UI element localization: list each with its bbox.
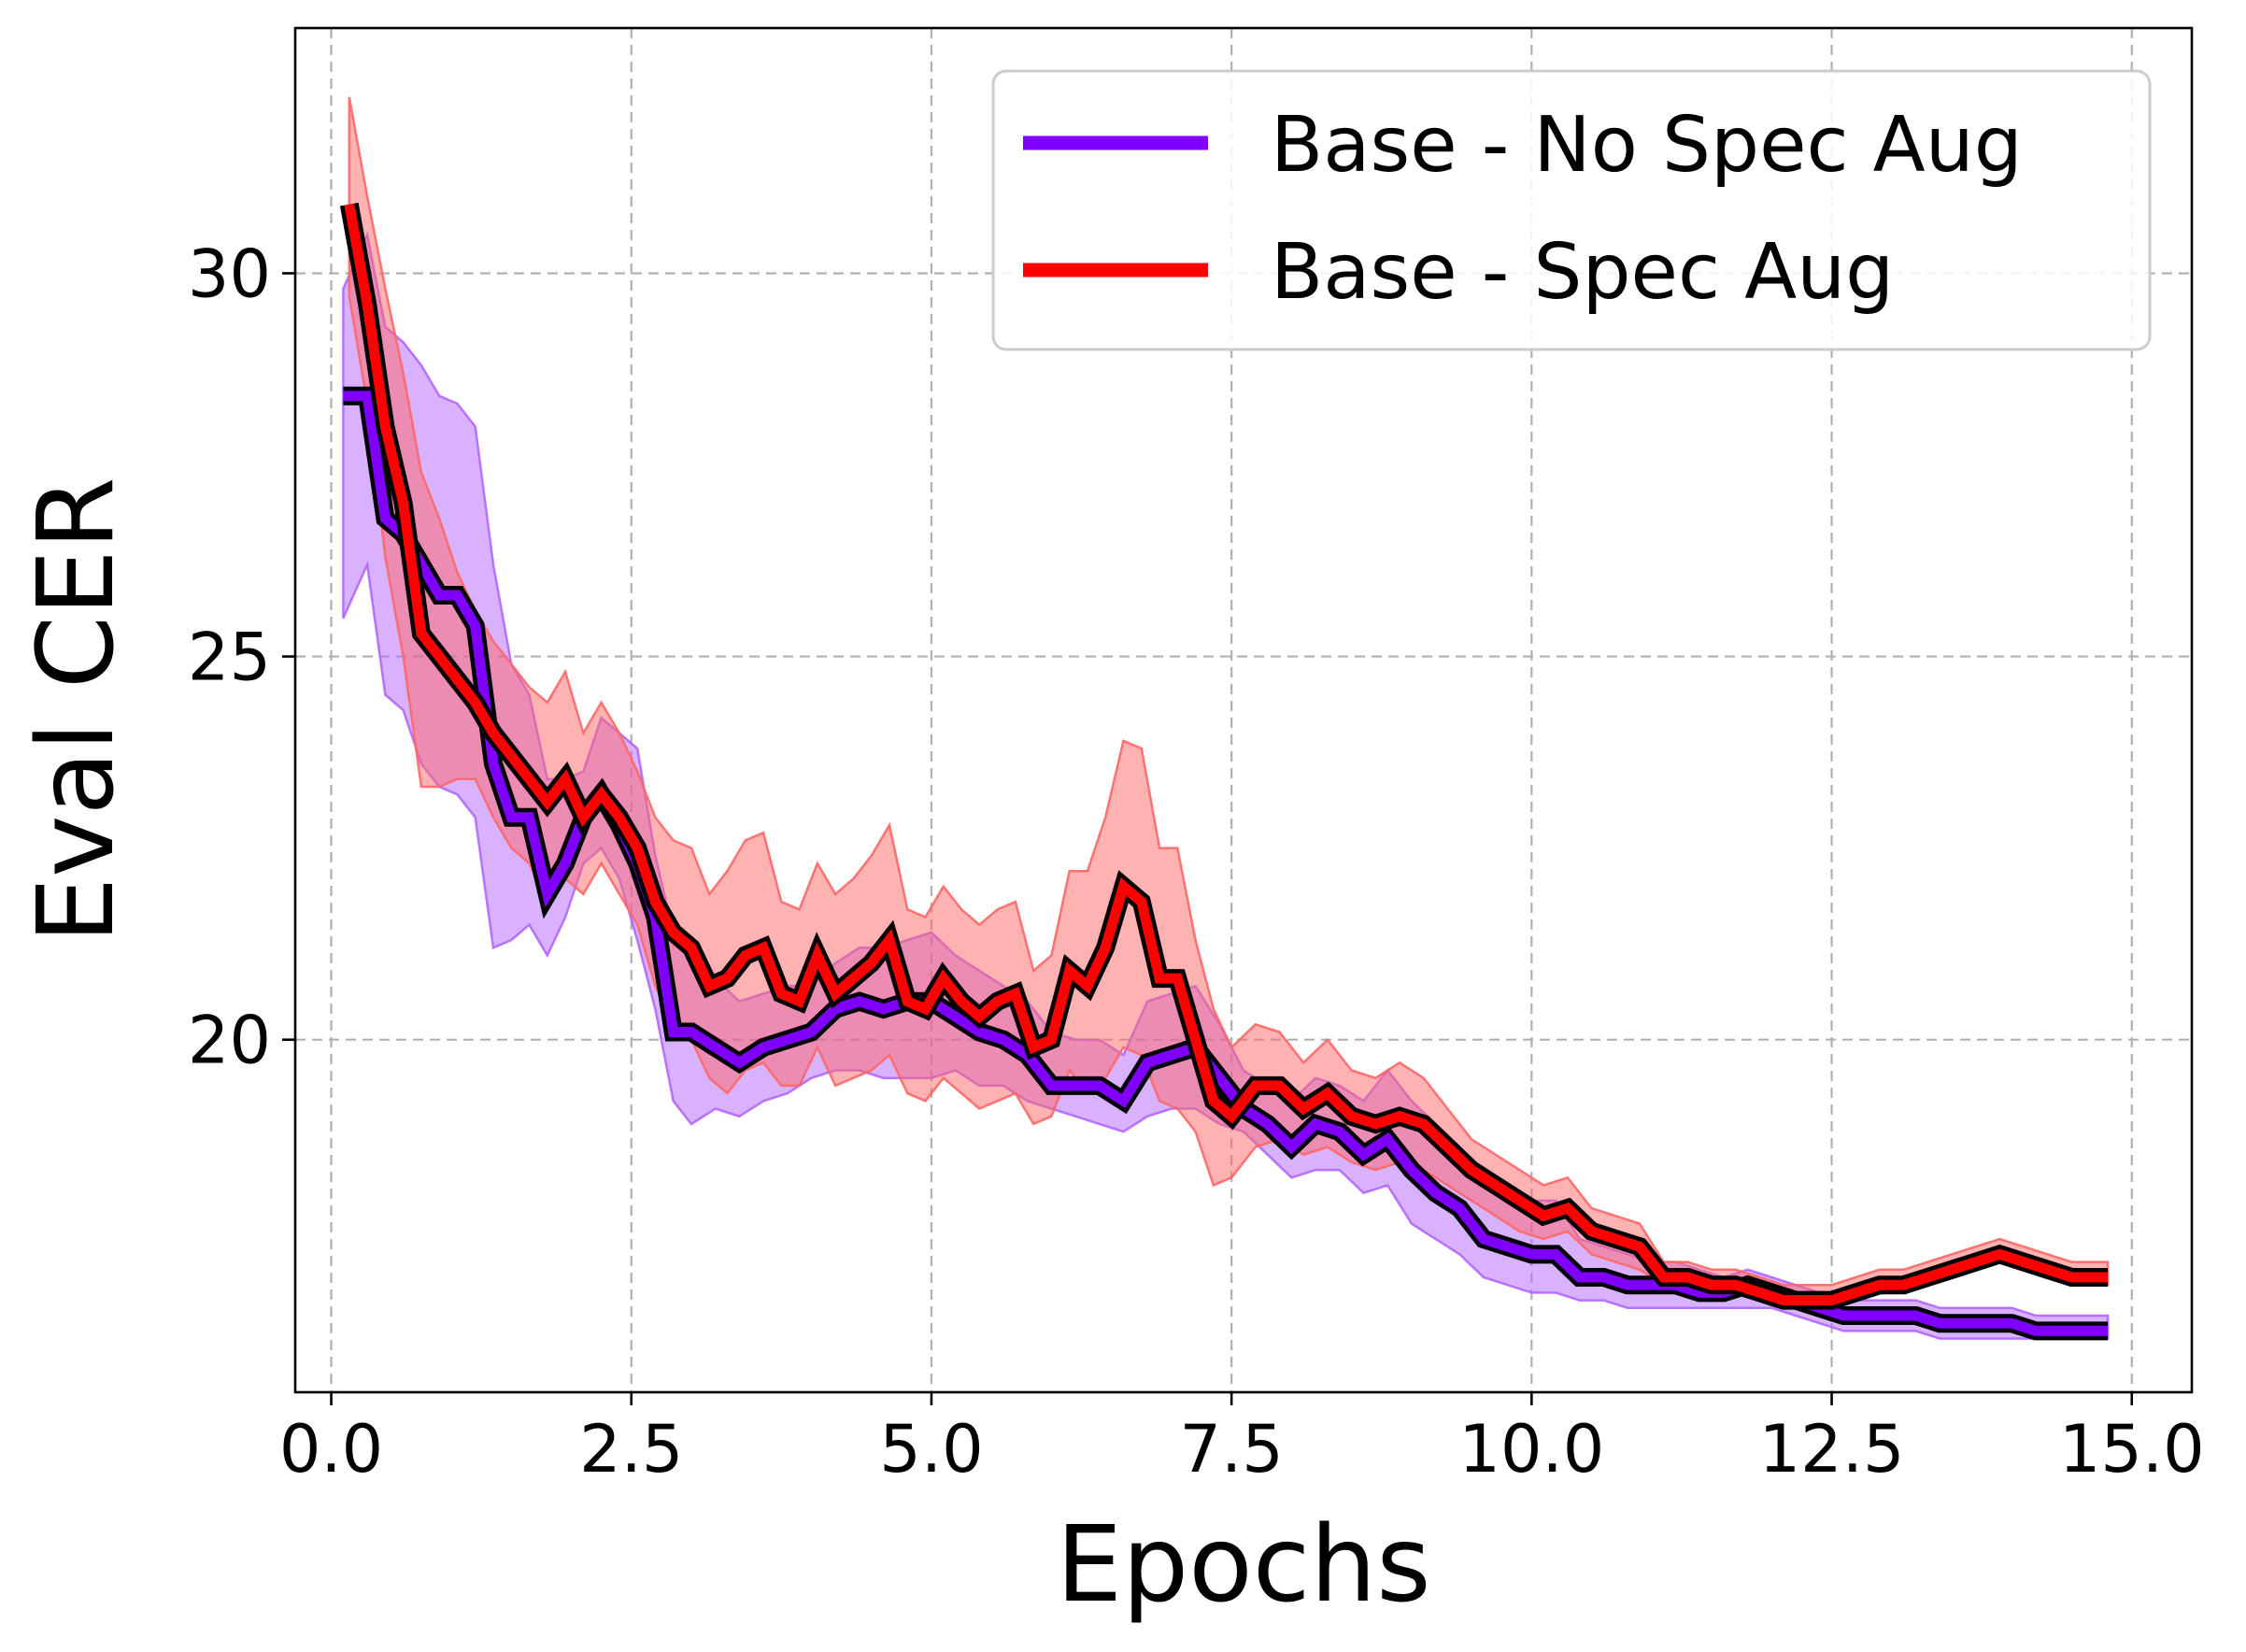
series-lines — [339, 202, 2109, 1341]
legend: Base - No Spec Aug Base - Spec Aug — [991, 69, 2152, 351]
y-tick-label: 20 — [188, 1003, 271, 1079]
legend-box — [991, 69, 2152, 351]
plot-frame — [293, 26, 2194, 1394]
x-tick-label: 5.0 — [879, 1411, 983, 1488]
x-tick-label: 10.0 — [1458, 1411, 1604, 1488]
y-tick-label: 30 — [188, 235, 271, 312]
y-tick-label: 25 — [188, 620, 271, 696]
x-tick-label: 15.0 — [2059, 1411, 2205, 1488]
x-tick-label: 7.5 — [1179, 1411, 1283, 1488]
y-axis: 20 25 30 — [188, 235, 295, 1079]
x-axis-title: Epochs — [1056, 1504, 1430, 1626]
legend-label-series-2: Base - Spec Aug — [1271, 228, 1894, 317]
legend-label-series-1: Base - No Spec Aug — [1271, 101, 2023, 190]
y-axis-title: Eval CER — [16, 477, 137, 943]
x-tick-label: 12.5 — [1759, 1411, 1905, 1488]
line-series-2 — [344, 203, 2109, 1306]
x-axis: 0.0 2.5 5.0 7.5 10.0 12.5 15.0 — [279, 1392, 2205, 1488]
x-tick-label: 0.0 — [279, 1411, 383, 1488]
x-tick-label: 2.5 — [579, 1411, 683, 1488]
